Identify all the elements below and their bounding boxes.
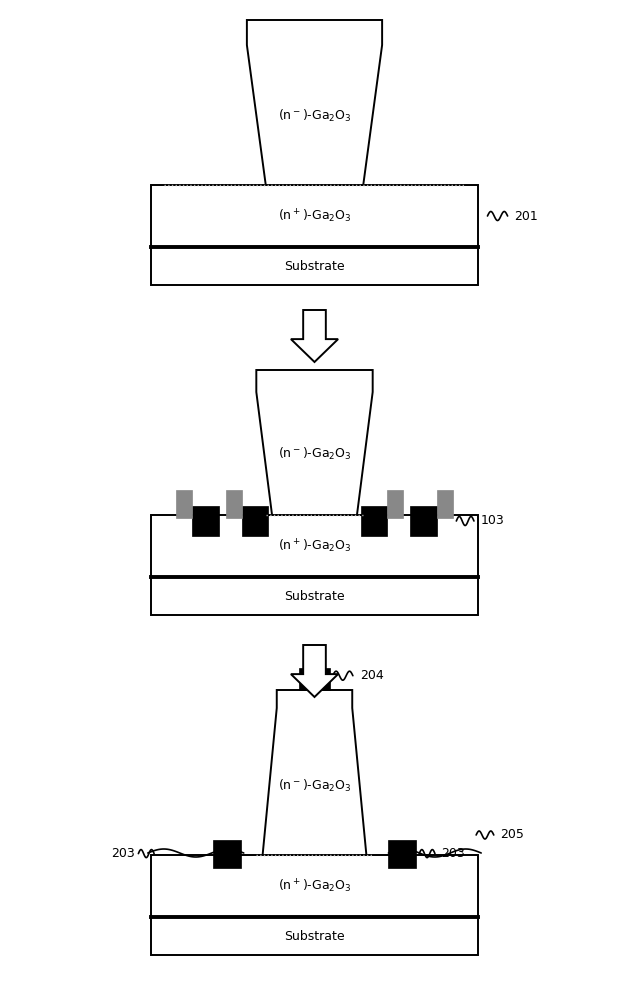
- Text: 204: 204: [360, 669, 384, 682]
- Text: Substrate: Substrate: [284, 930, 345, 942]
- Bar: [151, 247, 478, 285]
- Text: 103: 103: [481, 514, 504, 528]
- Bar: [192, 506, 218, 536]
- Bar: [388, 840, 416, 868]
- Bar: [151, 917, 478, 955]
- Bar: [151, 855, 478, 917]
- Polygon shape: [291, 645, 338, 697]
- Bar: [299, 668, 330, 690]
- Text: (n$^+$)-Ga$_2$O$_3$: (n$^+$)-Ga$_2$O$_3$: [277, 877, 352, 895]
- Text: 201: 201: [514, 210, 538, 223]
- Bar: [226, 490, 242, 518]
- Bar: [410, 506, 437, 536]
- Bar: [151, 185, 478, 247]
- Polygon shape: [256, 370, 372, 515]
- Text: (n$^-$)-Ga$_2$O$_3$: (n$^-$)-Ga$_2$O$_3$: [277, 108, 352, 124]
- Bar: [437, 490, 453, 518]
- Polygon shape: [247, 20, 382, 185]
- Text: (n$^-$)-Ga$_2$O$_3$: (n$^-$)-Ga$_2$O$_3$: [277, 778, 352, 794]
- Polygon shape: [291, 310, 338, 362]
- Text: 203: 203: [442, 847, 465, 860]
- Text: 203: 203: [111, 847, 135, 860]
- Text: (n$^+$)-Ga$_2$O$_3$: (n$^+$)-Ga$_2$O$_3$: [277, 537, 352, 555]
- Text: (n$^+$)-Ga$_2$O$_3$: (n$^+$)-Ga$_2$O$_3$: [277, 207, 352, 225]
- Bar: [242, 506, 268, 536]
- Text: (n$^-$)-Ga$_2$O$_3$: (n$^-$)-Ga$_2$O$_3$: [277, 446, 352, 462]
- Bar: [151, 515, 478, 577]
- Polygon shape: [263, 690, 366, 855]
- Text: 205: 205: [500, 828, 524, 842]
- Bar: [151, 577, 478, 615]
- Bar: [360, 506, 387, 536]
- Bar: [387, 490, 403, 518]
- Bar: [176, 490, 192, 518]
- Bar: [213, 840, 240, 868]
- Text: Substrate: Substrate: [284, 589, 345, 602]
- Text: Substrate: Substrate: [284, 259, 345, 272]
